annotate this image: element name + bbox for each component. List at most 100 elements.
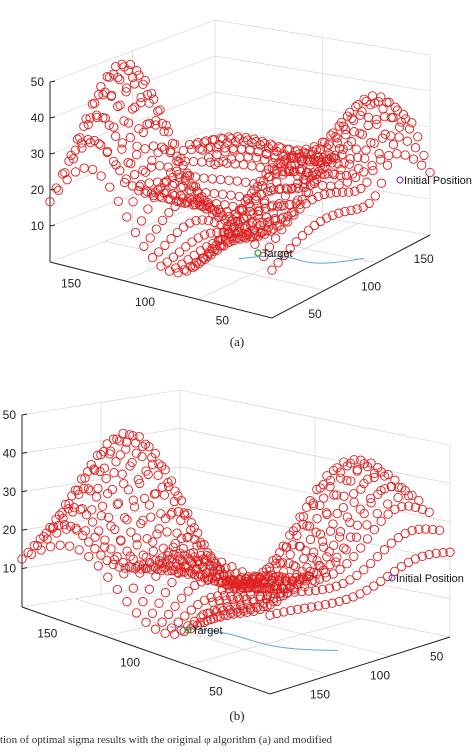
chart-a-marker <box>295 199 305 209</box>
chart-a-marker <box>289 207 299 217</box>
chart-a-marker <box>331 187 342 198</box>
chart-panel-a: 10 20 30 40 50 150 100 50 50 100 150 Initial Positi… <box>0 0 474 360</box>
chart-b-marker <box>78 530 88 541</box>
chart-a-marker <box>249 134 259 144</box>
chart-a-marker <box>89 98 100 108</box>
chart-a-marker <box>311 169 321 180</box>
chart-a-marker <box>319 189 329 200</box>
chart-b-marker <box>335 473 346 483</box>
chart-a-marker <box>144 178 154 188</box>
chart-a-marker <box>197 157 207 167</box>
chart-a-marker <box>334 208 344 218</box>
chart-a-marker <box>353 100 363 110</box>
chart-a-marker <box>115 100 125 110</box>
chart-b-marker <box>173 617 183 627</box>
chart-b-marker <box>312 556 322 566</box>
chart-a-marker <box>342 177 352 187</box>
chart-a-marker <box>138 127 149 138</box>
chart-a-marker <box>140 76 150 86</box>
chart-a-marker <box>115 165 125 176</box>
chart-b-marker <box>170 601 180 611</box>
chart-a-marker <box>292 178 303 189</box>
chart-a-marker <box>178 160 188 170</box>
chart-b-marker <box>131 448 141 458</box>
chart-a-z-tick-label: 40 <box>31 111 45 125</box>
chart-b-marker <box>376 467 386 477</box>
chart-b-marker <box>138 441 148 452</box>
chart-b-marker <box>332 508 342 519</box>
chart-b-marker <box>335 564 345 575</box>
chart-a-marker <box>218 189 228 199</box>
chart-a-marker <box>96 81 106 92</box>
chart-a-marker <box>121 87 131 97</box>
chart-b-marker <box>271 584 282 594</box>
chart-a-marker <box>64 156 74 166</box>
chart-b-marker <box>86 459 96 470</box>
chart-b-marker <box>96 450 106 460</box>
chart-a-marker <box>60 168 70 178</box>
chart-b-x-tick-label: 100 <box>120 656 140 670</box>
chart-a-marker <box>267 163 277 173</box>
chart-a-marker <box>170 139 180 149</box>
chart-b-z-tick-label: 30 <box>3 485 17 499</box>
chart-a-marker <box>186 181 197 191</box>
chart-b-marker <box>154 598 164 608</box>
chart-b-marker <box>285 549 295 560</box>
chart-a-marker <box>119 116 129 126</box>
chart-b-marker <box>228 594 238 605</box>
chart-a-marker <box>258 217 268 228</box>
chart-a-marker <box>132 66 142 76</box>
chart-a-marker <box>352 204 362 214</box>
chart-a-marker <box>149 193 159 203</box>
chart-b-marker <box>227 562 237 572</box>
chart-b-annotation-marker <box>388 574 396 582</box>
chart-panel-b: 10 20 30 40 50 150 100 50 150 100 50 Initial Positi… <box>0 372 474 734</box>
chart-b-marker <box>325 526 336 536</box>
chart-a-marker <box>375 155 386 165</box>
chart-b-marker <box>369 468 380 478</box>
chart-b-z-tick-label: 20 <box>3 523 17 537</box>
chart-b-marker <box>183 508 193 519</box>
chart-a-marker <box>53 185 64 195</box>
chart-a-marker <box>181 242 191 252</box>
chart-b-marker <box>126 527 136 537</box>
chart-a-marker <box>394 122 405 132</box>
chart-b-marker <box>324 547 334 557</box>
chart-b-marker <box>383 499 393 509</box>
chart-a-marker <box>164 207 174 218</box>
chart-b-marker <box>180 561 190 571</box>
chart-b-marker <box>325 475 336 486</box>
chart-b-marker <box>320 568 331 578</box>
chart-a-marker <box>156 261 166 271</box>
chart-a-marker <box>266 139 276 149</box>
chart-a-marker <box>161 176 172 186</box>
chart-b-marker <box>322 552 332 562</box>
chart-a-marker <box>358 202 368 212</box>
chart-b-marker <box>356 543 366 553</box>
chart-b-marker <box>141 617 151 627</box>
chart-a-marker <box>219 241 229 251</box>
chart-a-marker <box>382 160 393 170</box>
chart-b-marker <box>128 495 138 505</box>
chart-b-marker <box>222 610 232 621</box>
chart-b-marker <box>102 555 112 566</box>
chart-b-marker <box>431 548 441 558</box>
chart-b-marker <box>129 502 140 512</box>
chart-a-marker <box>297 231 308 241</box>
chart-b-marker <box>245 603 255 613</box>
chart-a-marker <box>262 186 273 197</box>
chart-b-caption: (b) <box>229 708 245 723</box>
chart-a-marker <box>199 173 209 183</box>
chart-b-marker <box>306 602 317 612</box>
chart-a-path <box>238 255 364 264</box>
chart-a-marker <box>140 144 150 154</box>
chart-b-marker <box>167 508 177 518</box>
chart-a-marker <box>376 178 387 188</box>
chart-a-marker <box>300 149 310 159</box>
chart-b-marker <box>178 543 188 554</box>
chart-b-marker <box>114 436 125 446</box>
chart-b-marker <box>103 572 113 582</box>
chart-b-marker <box>318 479 329 490</box>
chart-b-marker <box>278 541 288 551</box>
chart-b-marker <box>53 520 64 531</box>
